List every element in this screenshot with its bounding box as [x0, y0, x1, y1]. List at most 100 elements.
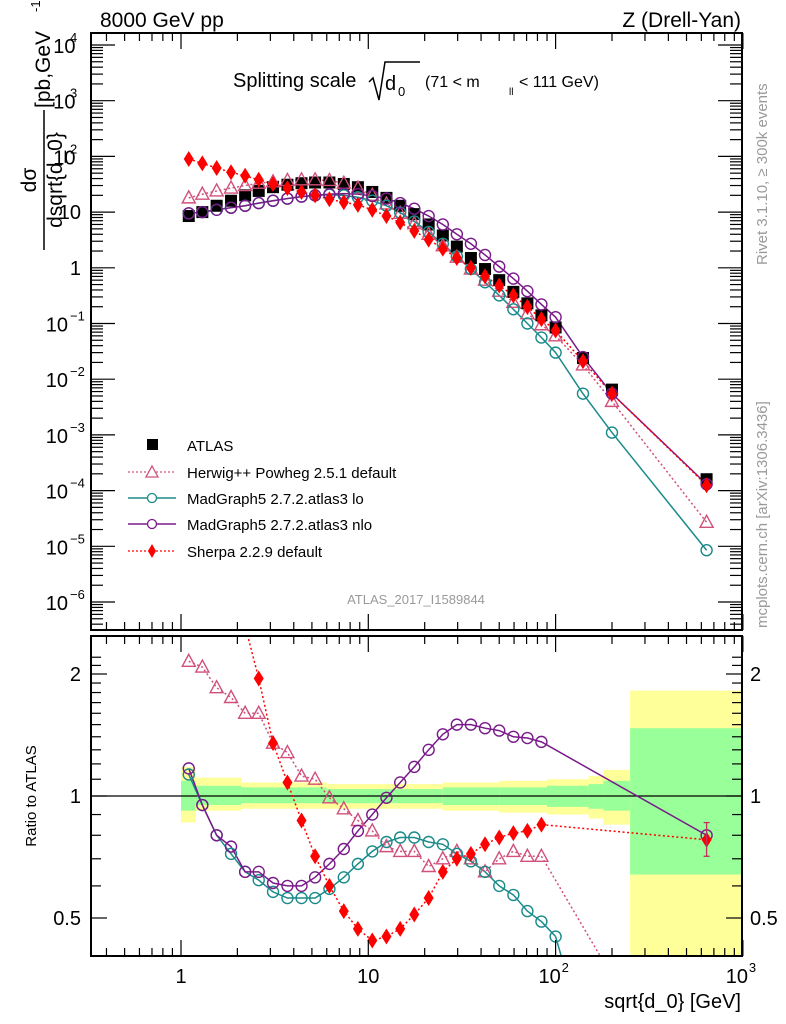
- main-series-marker-3: [196, 205, 209, 219]
- x-tick-label-base: 10: [726, 966, 748, 988]
- ratio-uncertainty-bands: [181, 690, 742, 956]
- main-series-marker-3: [238, 199, 252, 212]
- ratio-series-marker-2: [393, 776, 407, 789]
- main-series-marker-4: [606, 385, 617, 402]
- ratio-y-tick-label-left: 2: [70, 664, 81, 686]
- x-tick-label: 1: [175, 966, 186, 988]
- title-range-close: < 111 GeV): [519, 74, 599, 91]
- ratio-series-marker-3: [423, 890, 434, 907]
- ratio-series-marker-0: [505, 842, 522, 858]
- ratio-series-marker-1: [252, 873, 265, 887]
- main-series-marker-3: [535, 298, 548, 311]
- main-series-marker-3: [450, 228, 464, 241]
- ratio-series-marker-2: [182, 762, 195, 775]
- title-var: d: [385, 73, 396, 95]
- main-series-marker-4: [240, 167, 251, 184]
- ratio-series-marker-2: [337, 842, 351, 856]
- header-left-label: 8000 GeV pp: [100, 9, 224, 32]
- ratio-series-marker-3: [536, 816, 547, 833]
- main-series-marker-4: [211, 159, 222, 176]
- main-series-marker-4: [324, 191, 335, 208]
- main-series-marker-1: [698, 513, 715, 528]
- main-series-marker-2: [605, 426, 619, 439]
- ratio-series-marker-2: [436, 728, 450, 741]
- ratio-series-marker-2: [507, 730, 520, 743]
- ratio-series-marker-3: [367, 932, 378, 949]
- header-right-label: Z (Drell-Yan): [622, 9, 741, 32]
- green-band-segment: [630, 728, 742, 875]
- ratio-series-marker-2: [351, 824, 365, 838]
- main-series-marker-2: [549, 346, 562, 359]
- y-tick-label: 10 −3: [46, 420, 85, 448]
- main-series-marker-4: [480, 268, 491, 285]
- main-series-marker-2: [700, 544, 713, 557]
- ratio-series-marker-1: [408, 831, 421, 844]
- ratio-y-tick-label-right: 1: [750, 786, 761, 808]
- main-series-marker-4: [550, 322, 561, 339]
- y-tick-label-base: 10: [46, 482, 68, 504]
- main-series-markers: [181, 150, 715, 557]
- main-series-marker-0: [450, 240, 463, 253]
- ratio-series-marker-1: [337, 871, 351, 884]
- y-tick-label: 1: [70, 258, 81, 280]
- y-tick-label-base: 10: [53, 147, 75, 169]
- ratio-series-marker-2: [422, 743, 435, 757]
- y-tick-label-text: 10: [59, 202, 81, 224]
- main-series-marker-2: [507, 303, 520, 316]
- legend-label: MadGraph5 2.7.2.atlas3 nlo: [187, 517, 372, 534]
- main-series-marker-0: [196, 206, 209, 219]
- ratio-series-marker-3: [508, 825, 519, 842]
- main-series-marker-0: [182, 210, 195, 223]
- y-tick-label-exponent: 4: [70, 30, 77, 45]
- ratio-series-marker-1: [422, 835, 435, 849]
- ratio-series-marker-2: [366, 808, 379, 821]
- main-plot-frame: [90, 32, 743, 631]
- title-range-open: (71 < m: [425, 74, 480, 91]
- ratio-series-marker-3: [437, 863, 448, 880]
- main-series-marker-4: [226, 164, 237, 181]
- ratio-series-marker-0: [491, 850, 507, 865]
- sqrt-symbol-icon: [368, 61, 420, 101]
- y-tick-label: 10 −1: [46, 309, 85, 337]
- y-tick-label-base: 10: [46, 593, 68, 615]
- y-tick-label: 10 −4: [46, 476, 85, 504]
- main-series-marker-4: [282, 180, 293, 197]
- main-series-marker-4: [338, 194, 349, 211]
- ratio-series-marker-0: [420, 858, 437, 873]
- y-tick-label: 102: [53, 141, 77, 169]
- ratio-series-markers: [181, 652, 713, 949]
- ratio-series-marker-1: [281, 891, 294, 905]
- main-series-marker-4: [381, 208, 392, 225]
- ratio-series-marker-1: [507, 888, 520, 902]
- ratio-y-tick-label-right: 0.5: [750, 908, 778, 930]
- y-tick-label-exponent: −5: [70, 531, 85, 546]
- main-series-marker-3: [252, 196, 265, 210]
- mcplots-label: mcplots.cern.ch [arXiv:1306.3436]: [754, 401, 771, 628]
- ratio-y-tick-label-right: 2: [750, 664, 761, 686]
- main-series-marker-4: [310, 187, 321, 204]
- ylabel-unit: [pb,GeV: [32, 31, 55, 108]
- main-series-marker-4: [268, 175, 279, 192]
- main-series-marker-4: [197, 155, 208, 172]
- ratio-series-marker-0: [321, 789, 338, 804]
- x-tick-label: 10 2: [538, 960, 568, 988]
- ratio-series-marker-0: [293, 767, 310, 782]
- main-series-marker-4: [437, 240, 448, 257]
- ratio-series-marker-3: [352, 920, 363, 937]
- main-series-marker-3: [436, 218, 450, 231]
- main-series-marker-3: [380, 192, 393, 205]
- ratio-series-marker-3: [465, 845, 476, 862]
- ratio-series-marker-0: [251, 704, 267, 719]
- main-series-marker-0: [252, 184, 265, 197]
- ratio-series-marker-2: [521, 731, 534, 745]
- ratio-series-marker-3: [253, 670, 264, 687]
- y-tick-label-exponent: −1: [70, 309, 85, 324]
- x-tick-label-exponent: 3: [749, 960, 756, 975]
- ratio-series-marker-2: [380, 791, 393, 804]
- ratio-series-marker-3: [296, 812, 307, 829]
- ratio-series-line-0: [188, 660, 542, 873]
- ratio-series-marker-0: [364, 822, 380, 837]
- y-tick-label-base: 10: [46, 426, 68, 448]
- y-tick-label-exponent: 3: [70, 86, 77, 101]
